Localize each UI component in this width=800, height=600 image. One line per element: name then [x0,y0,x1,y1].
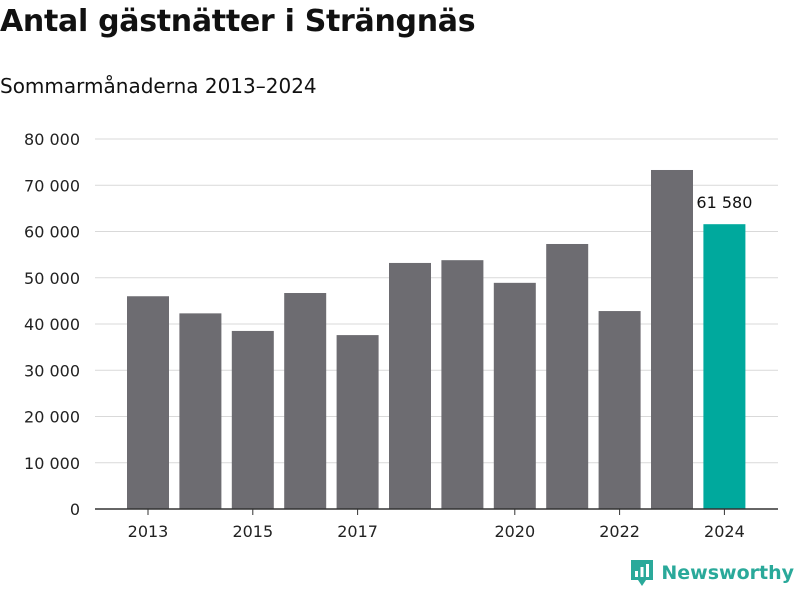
y-tick-label: 80 000 [24,130,80,149]
x-tick-label: 2020 [494,522,535,541]
chart-subtitle: Sommarmånaderna 2013–2024 [0,74,317,98]
bar-2024 [703,224,746,509]
x-tick-label: 2022 [599,522,640,541]
bar-2020 [493,282,536,509]
bar-2015 [231,330,274,509]
bar-2018 [389,262,431,509]
y-tick-label: 70 000 [24,176,80,195]
chart-title: Antal gästnätter i Strängnäs [0,4,476,39]
y-tick-label: 40 000 [24,315,80,334]
y-tick-label: 10 000 [24,454,80,473]
y-tick-label: 20 000 [24,408,80,427]
x-tick-label: 2015 [232,522,273,541]
y-tick-label: 30 000 [24,361,80,380]
bar-2013 [127,296,169,509]
newsworthy-logo-icon [631,560,654,586]
newsworthy-logo-text: Newsworthy [661,562,794,584]
x-tick-label: 2017 [337,522,378,541]
x-tick-label: 2024 [704,522,745,541]
bar-2023 [651,169,693,510]
y-tick-label: 0 [70,500,80,519]
x-tick-label: 2013 [128,522,169,541]
y-tick-label: 50 000 [24,269,80,288]
bar-2019 [441,260,484,509]
bar-2017 [336,335,379,509]
bar-2021 [546,243,589,510]
bar-2022 [598,311,641,509]
bar-chart: 0 10 000 20 000 30 000 40 000 50 000 60 000 70 … [24,130,778,541]
bar-2014 [179,313,222,509]
data-label: 61 580 [696,193,752,212]
bar-2016 [284,293,327,509]
y-tick-label: 60 000 [24,223,80,242]
newsworthy-logo: Newsworthy [629,558,794,588]
